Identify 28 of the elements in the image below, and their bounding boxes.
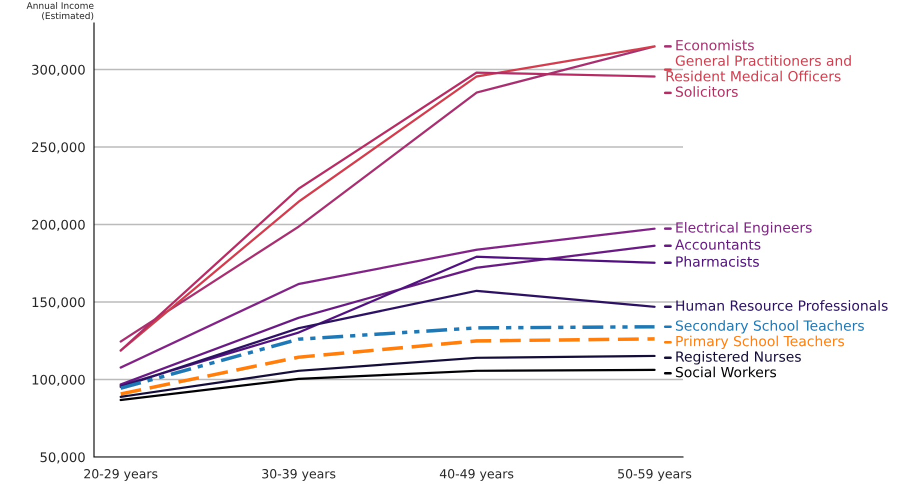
legend-label: Social Workers bbox=[676, 366, 776, 378]
y-tick-label: 150,000 bbox=[32, 297, 85, 309]
x-tick-label: 50-59 years bbox=[618, 469, 692, 481]
legend-label: Primary School Teachers bbox=[676, 336, 844, 350]
legend-label: Economists bbox=[676, 40, 754, 50]
y-axis-title: Annual Income (Estimated) bbox=[26, 2, 94, 20]
y-tick-label: 200,000 bbox=[32, 220, 85, 232]
x-tick-label: 20-29 years bbox=[84, 469, 158, 481]
legend-label: Secondary School Teachers bbox=[676, 320, 864, 334]
x-tick-label: 30-39 years bbox=[262, 469, 336, 481]
legend-label: Pharmacists bbox=[676, 256, 759, 267]
legend-label: Electrical Engineers bbox=[676, 222, 812, 236]
y-tick-label: 250,000 bbox=[32, 142, 85, 154]
line-series bbox=[120, 228, 656, 369]
legend-label: Accountants bbox=[675, 239, 760, 250]
x-tick-label: 40-49 years bbox=[440, 469, 514, 481]
line-series bbox=[120, 368, 656, 402]
legend-label: Registered Nurses bbox=[676, 351, 801, 365]
line-series bbox=[120, 290, 656, 388]
y-tick-label: 300,000 bbox=[32, 64, 85, 76]
y-tick-label: 100,000 bbox=[32, 374, 85, 386]
line-series bbox=[118, 325, 656, 390]
line-series bbox=[120, 354, 656, 398]
legend-label: General Practitioners and Resident Medical Officers bbox=[666, 55, 851, 82]
y-tick-label: 50,000 bbox=[40, 452, 85, 464]
legend-label: Human Resource Professionals bbox=[676, 300, 888, 311]
line-series bbox=[118, 337, 656, 396]
legend-label: Solicitors bbox=[676, 86, 738, 97]
